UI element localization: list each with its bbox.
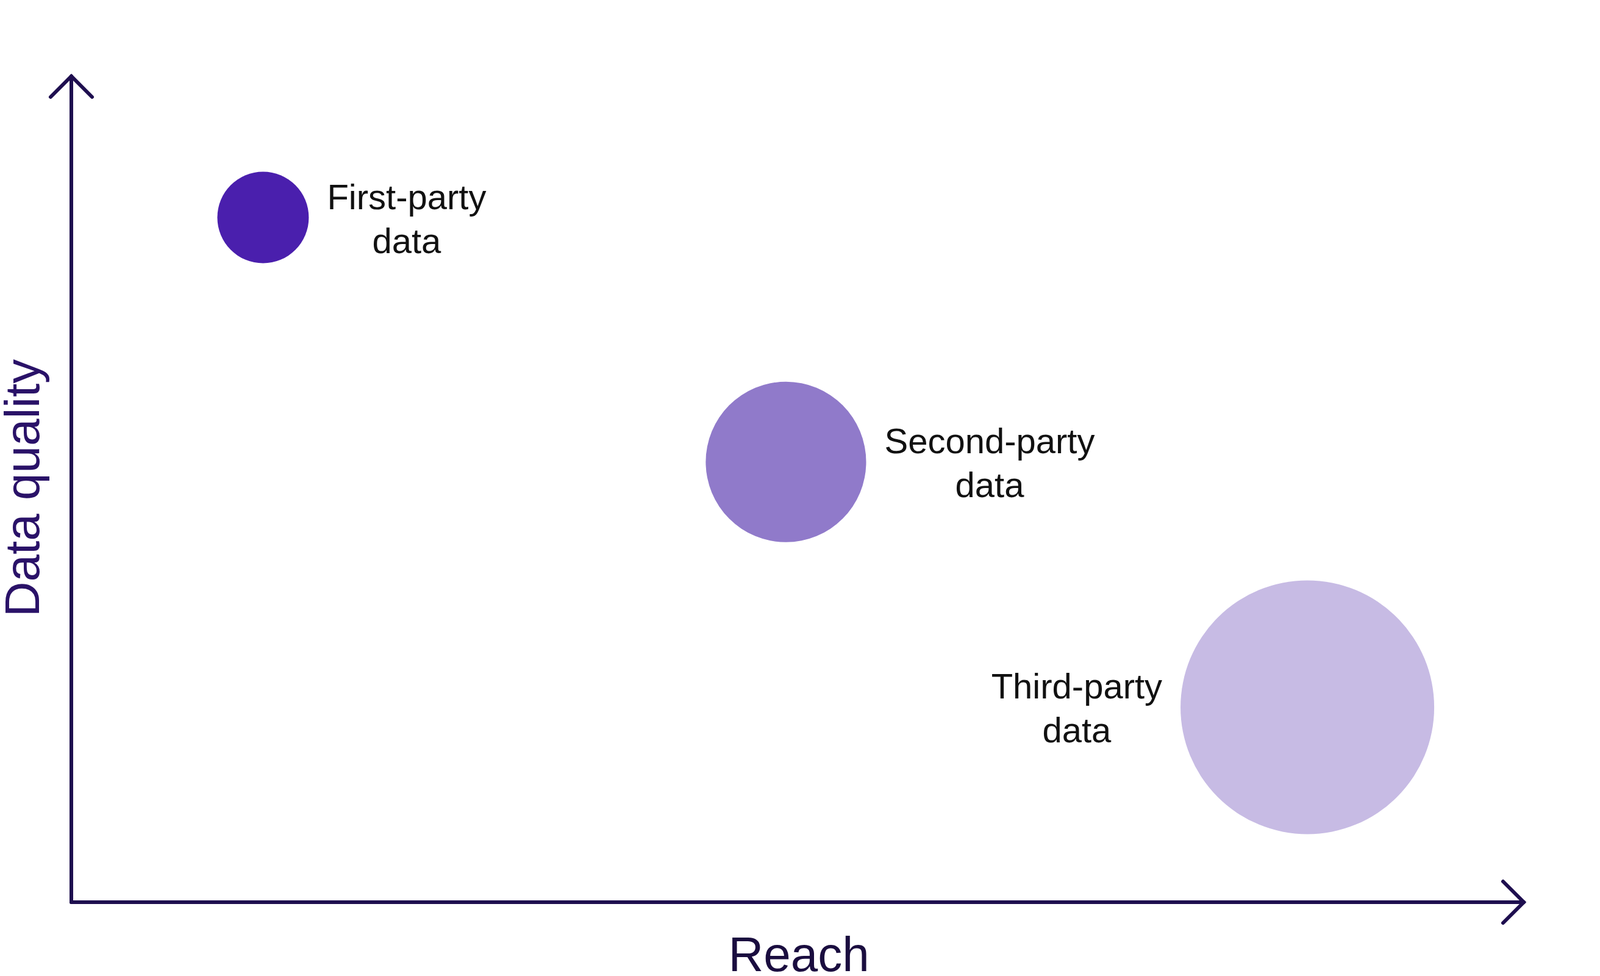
label-line: data [955, 464, 1025, 505]
y-arrow [50, 76, 93, 97]
label-line: Third-party [991, 665, 1163, 706]
bubble-label: First-partydata [326, 176, 486, 261]
bubble-label: Third-partydata [991, 665, 1163, 750]
bubble [1180, 579, 1435, 834]
x-axis-title: Reach [728, 926, 869, 976]
label-line: First-party [326, 176, 486, 217]
plot-area [217, 171, 1435, 835]
label-line: data [1042, 709, 1112, 750]
x-arrow [1503, 881, 1524, 923]
bubble [217, 171, 309, 264]
bubble [705, 381, 866, 543]
bubble-label: Second-partydata [884, 420, 1095, 505]
y-axis [69, 76, 74, 902]
chart: First-partydataSecond-partydataThird-par… [0, 0, 1600, 976]
y-axis-title: Data quality [0, 359, 50, 617]
label-line: data [371, 220, 442, 261]
x-axis [71, 900, 1524, 904]
label-line: Second-party [884, 420, 1095, 461]
